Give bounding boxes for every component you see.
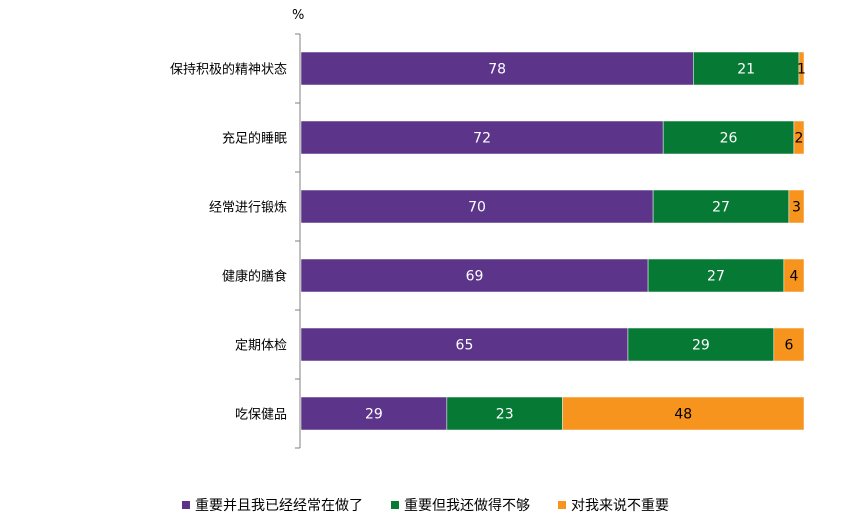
bar-segment	[783, 258, 805, 293]
bar-segment	[788, 189, 805, 224]
data-label: 6	[784, 338, 793, 354]
data-label: 2	[795, 131, 804, 147]
legend-swatch	[558, 501, 566, 509]
data-label: 78	[488, 62, 506, 78]
category-label: 保持积极的精神状态	[170, 62, 287, 78]
unit-label: %	[292, 8, 305, 23]
data-label: 27	[707, 269, 725, 285]
legend-item: 重要但我还做得不够	[391, 495, 530, 515]
legend-item: 对我来说不重要	[558, 495, 669, 515]
bar-segment	[562, 396, 805, 431]
data-label: 70	[468, 200, 486, 216]
category-label: 经常进行锻炼	[209, 201, 287, 216]
bar-segment	[793, 120, 805, 155]
data-label: 72	[473, 131, 491, 147]
legend-label: 对我来说不重要	[571, 498, 669, 514]
bar-segment	[300, 327, 629, 362]
data-label: 1	[797, 62, 806, 78]
data-label: 3	[792, 200, 801, 216]
legend-item: 重要并且我已经经常在做了	[182, 495, 363, 515]
legend: 重要并且我已经经常在做了 重要但我还做得不够 对我来说不重要	[182, 495, 669, 515]
data-label: 48	[674, 407, 692, 423]
data-label: 4	[789, 269, 798, 285]
category-label: 定期体检	[235, 339, 287, 354]
category-label: 充足的睡眠	[222, 131, 287, 147]
data-label: 29	[692, 338, 710, 354]
legend-swatch	[182, 501, 190, 509]
legend-swatch	[391, 501, 399, 509]
data-label: 29	[365, 407, 383, 423]
bar-segment	[652, 189, 790, 224]
legend-label: 重要但我还做得不够	[404, 498, 530, 514]
bar-segment	[300, 120, 664, 155]
data-label: 26	[720, 131, 738, 147]
bar-segment	[798, 51, 805, 86]
bar-segment	[300, 189, 654, 224]
data-label: 27	[712, 200, 730, 216]
bar-segment	[300, 51, 694, 86]
bar-segment	[627, 327, 775, 362]
bar-segment	[662, 120, 795, 155]
category-label: 健康的膳食	[222, 269, 287, 285]
bar-segment	[647, 258, 785, 293]
bar-segment	[773, 327, 805, 362]
legend-label: 重要并且我已经经常在做了	[195, 498, 363, 514]
data-label: 21	[737, 62, 755, 78]
bar-segment	[300, 258, 649, 293]
category-label: 吃保健品	[235, 407, 287, 423]
data-label: 69	[466, 269, 484, 285]
data-label: 23	[496, 407, 514, 423]
data-label: 65	[456, 338, 474, 354]
